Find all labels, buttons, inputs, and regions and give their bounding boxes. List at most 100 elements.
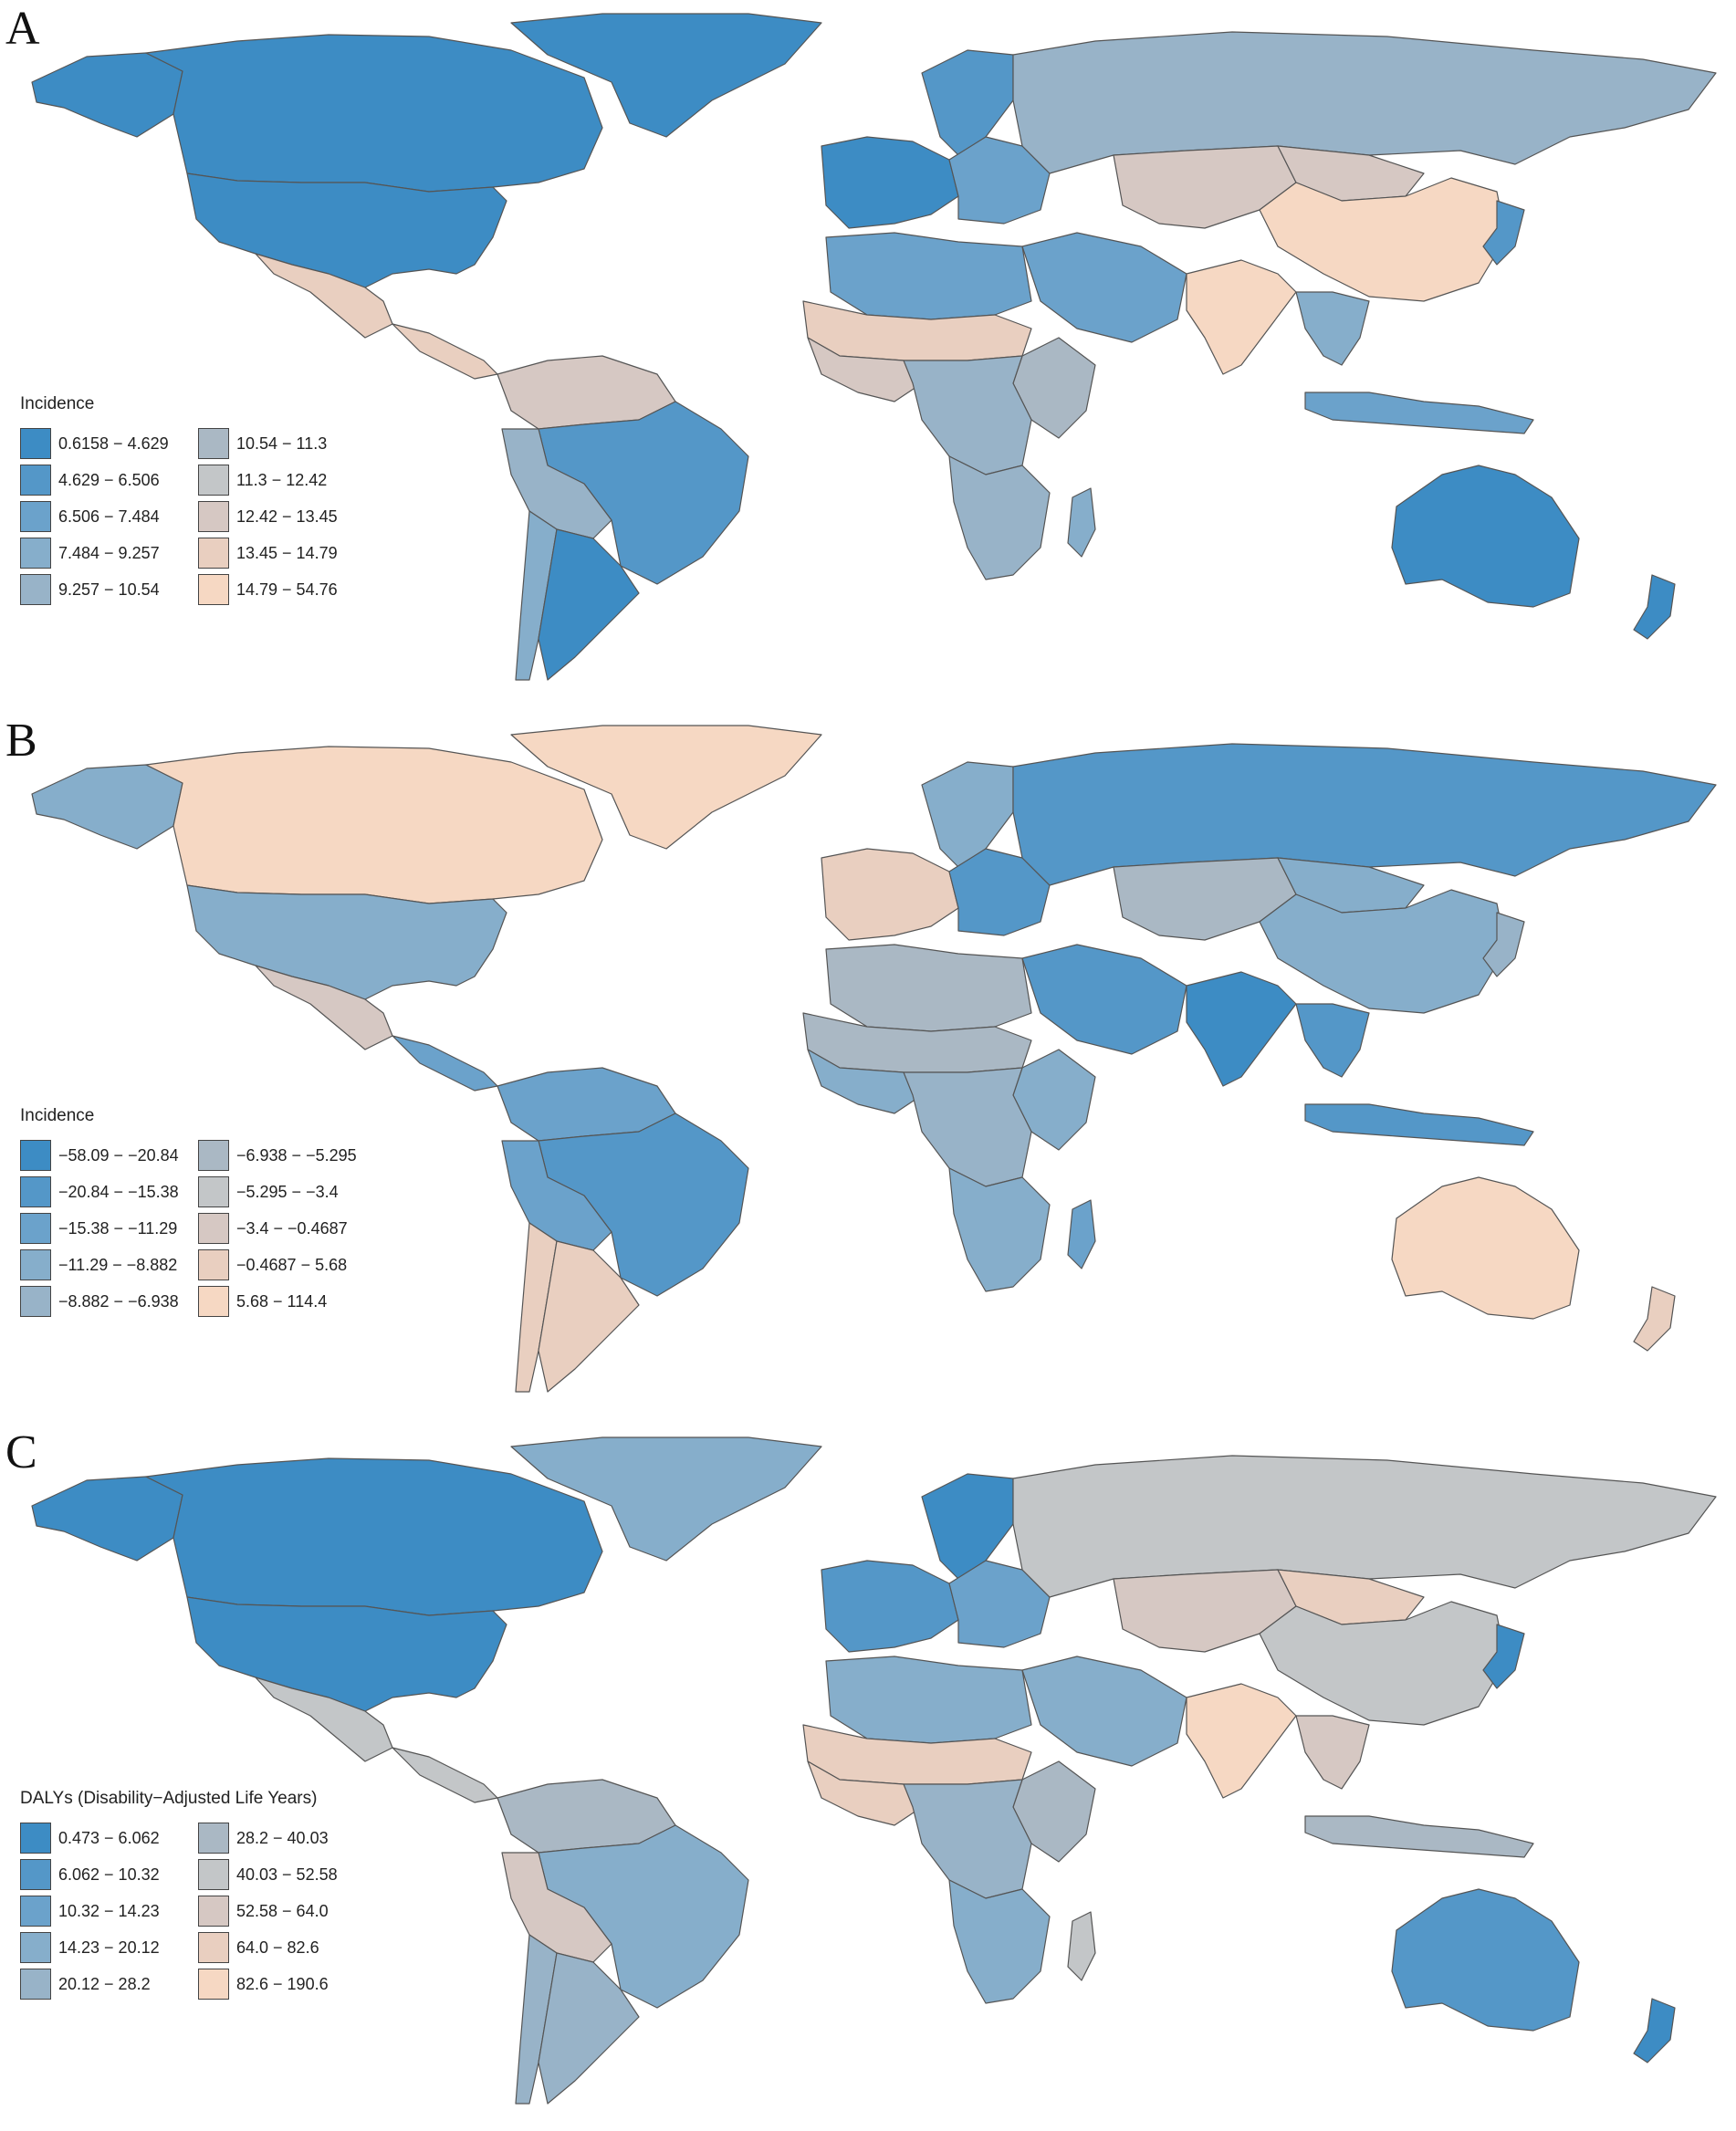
legend-label: −11.29 − −8.882 — [58, 1255, 178, 1274]
legend-grid: 0.473 − 6.062 6.062 − 10.32 10.32 − 14.2… — [20, 1820, 381, 2002]
legend-swatch — [198, 1286, 229, 1317]
legend-swatch — [198, 465, 229, 496]
region-alaska — [31, 764, 183, 850]
legend-label: −58.09 − −20.84 — [58, 1145, 179, 1165]
legend-label: −8.882 − −6.938 — [58, 1291, 179, 1311]
legend-swatch — [20, 538, 51, 569]
legend-swatch — [20, 1140, 51, 1171]
legend-label: −0.4687 − 5.68 — [236, 1255, 348, 1274]
legend-label: −15.38 − −11.29 — [58, 1218, 178, 1238]
region-southeast-asia — [1295, 1715, 1370, 1790]
legend-swatch — [198, 538, 229, 569]
legend-item: 5.68 − 114.4 — [198, 1283, 381, 1320]
legend-swatch — [20, 501, 51, 532]
legend-label: 0.473 − 6.062 — [58, 1828, 160, 1847]
legend-swatch — [198, 1140, 229, 1171]
region-canada — [145, 746, 603, 904]
legend-label: 12.42 − 13.45 — [236, 507, 338, 526]
region-japan — [1482, 200, 1525, 266]
legend-grid: −58.09 − −20.84 −20.84 − −15.38 −15.38 −… — [20, 1137, 381, 1320]
legend-title: Incidence — [20, 394, 95, 413]
region-central-africa — [903, 1779, 1032, 1899]
region-australia — [1391, 465, 1580, 608]
legend-swatch — [20, 1823, 51, 1854]
region-west-africa — [807, 337, 923, 402]
panel-a: A Incidence 0.6158 − 4.629 4.629 − 6.506… — [0, 0, 1736, 694]
region-russia — [1012, 743, 1717, 886]
legend-label: −6.938 − −5.295 — [236, 1145, 357, 1165]
legend-title: DALYs (Disability−Adjusted Life Years) — [20, 1789, 318, 1808]
legend-label: −20.84 − −15.38 — [58, 1182, 179, 1201]
legend-label: 7.484 − 9.257 — [58, 543, 160, 562]
legend-item: 0.473 − 6.062 — [20, 1820, 198, 1856]
region-scandinavia — [921, 49, 1014, 156]
legend-item: 4.629 − 6.506 — [20, 462, 198, 498]
legend-item: 20.12 − 28.2 — [20, 1966, 198, 2002]
legend-label: 9.257 − 10.54 — [58, 580, 160, 599]
region-southeast-asia — [1295, 291, 1370, 366]
legend-swatch — [20, 1176, 51, 1207]
legend-item: 52.58 − 64.0 — [198, 1893, 381, 1929]
legend-item: 14.79 − 54.76 — [198, 571, 381, 608]
legend-label: 11.3 − 12.42 — [236, 470, 328, 489]
legend-label: −3.4 − −0.4687 — [236, 1218, 348, 1238]
legend-label: 10.32 − 14.23 — [58, 1901, 160, 1920]
legend-item: 28.2 − 40.03 — [198, 1820, 381, 1856]
region-canada — [145, 1457, 603, 1616]
legend-item: −3.4 − −0.4687 — [198, 1210, 381, 1247]
legend-item: 7.484 − 9.257 — [20, 535, 198, 571]
region-middle-east — [1021, 944, 1187, 1055]
region-usa — [186, 884, 507, 1000]
legend-swatch — [198, 501, 229, 532]
region-western-europe — [821, 1560, 959, 1653]
region-eastern-europe — [948, 136, 1051, 225]
legend-label: 82.6 − 190.6 — [236, 1974, 329, 1993]
legend-item: −6.938 − −5.295 — [198, 1137, 381, 1174]
region-india — [1186, 971, 1297, 1087]
panel-label: B — [5, 715, 37, 767]
region-eastern-europe — [948, 848, 1051, 936]
region-russia — [1012, 1455, 1717, 1598]
region-north-africa — [825, 232, 1032, 320]
region-greenland — [510, 1436, 822, 1562]
legend-item: 9.257 − 10.54 — [20, 571, 198, 608]
legend-swatch — [20, 1286, 51, 1317]
panel-c: C DALYs (Disability−Adjusted Life Years)… — [0, 1424, 1736, 2117]
legend-swatch — [20, 1932, 51, 1963]
legend-label: 14.79 − 54.76 — [236, 580, 338, 599]
legend-swatch — [198, 1249, 229, 1280]
legend-item: 6.506 − 7.484 — [20, 498, 198, 535]
legend-swatch — [20, 1969, 51, 2000]
legend-swatch — [198, 1896, 229, 1927]
legend-swatch — [20, 1213, 51, 1244]
region-southern-africa — [948, 455, 1051, 580]
region-scandinavia — [921, 761, 1014, 868]
panel-label: A — [5, 3, 40, 55]
region-western-europe — [821, 136, 959, 229]
region-western-europe — [821, 848, 959, 941]
region-southern-africa — [948, 1879, 1051, 2004]
world-map — [31, 13, 1717, 681]
legend-item: 12.42 − 13.45 — [198, 498, 381, 535]
legend-swatch — [20, 465, 51, 496]
legend-label: 64.0 − 82.6 — [236, 1938, 319, 1957]
region-eastern-europe — [948, 1560, 1051, 1648]
legend-swatch — [198, 1213, 229, 1244]
legend-swatch — [20, 1249, 51, 1280]
legend-swatch — [198, 1859, 229, 1890]
legend: DALYs (Disability−Adjusted Life Years) 0… — [20, 1789, 381, 2002]
legend-label: 0.6158 − 4.629 — [58, 434, 169, 453]
region-greenland — [510, 725, 822, 850]
legend-item: −5.295 − −3.4 — [198, 1174, 381, 1210]
region-middle-east — [1021, 232, 1187, 343]
region-india — [1186, 1683, 1297, 1799]
legend-item: 40.03 − 52.58 — [198, 1856, 381, 1893]
legend-label: 28.2 − 40.03 — [236, 1828, 329, 1847]
legend-item: −15.38 − −11.29 — [20, 1210, 198, 1247]
legend-item: 6.062 − 10.32 — [20, 1856, 198, 1893]
legend-item: 82.6 − 190.6 — [198, 1966, 381, 2002]
world-map — [31, 1436, 1717, 2105]
legend-item: 11.3 − 12.42 — [198, 462, 381, 498]
region-indonesia — [1304, 1103, 1534, 1146]
legend-swatch — [198, 1969, 229, 2000]
